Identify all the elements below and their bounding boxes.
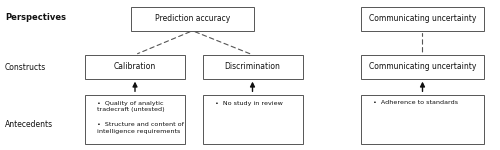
Text: Calibration: Calibration [114, 62, 156, 71]
Text: •  Adherence to standards: • Adherence to standards [373, 100, 458, 105]
FancyBboxPatch shape [361, 55, 484, 79]
Text: •  No study in review: • No study in review [214, 100, 282, 105]
Text: Perspectives: Perspectives [5, 14, 66, 22]
Text: Discrimination: Discrimination [224, 62, 280, 71]
FancyBboxPatch shape [202, 55, 302, 79]
FancyBboxPatch shape [131, 7, 254, 31]
FancyBboxPatch shape [361, 94, 484, 144]
Text: •  Quality of analytic
tradecraft (untested): • Quality of analytic tradecraft (untest… [97, 100, 164, 112]
Text: Communicating uncertainty: Communicating uncertainty [369, 62, 476, 71]
Text: Constructs: Constructs [5, 63, 46, 72]
FancyBboxPatch shape [202, 94, 302, 144]
FancyBboxPatch shape [361, 7, 484, 31]
Text: Communicating uncertainty: Communicating uncertainty [369, 14, 476, 23]
Text: •  Structure and content of
intelligence requirements: • Structure and content of intelligence … [97, 122, 184, 134]
FancyBboxPatch shape [85, 94, 185, 144]
Text: Antecedents: Antecedents [5, 120, 53, 129]
FancyBboxPatch shape [85, 55, 185, 79]
Text: Prediction accuracy: Prediction accuracy [155, 14, 230, 23]
